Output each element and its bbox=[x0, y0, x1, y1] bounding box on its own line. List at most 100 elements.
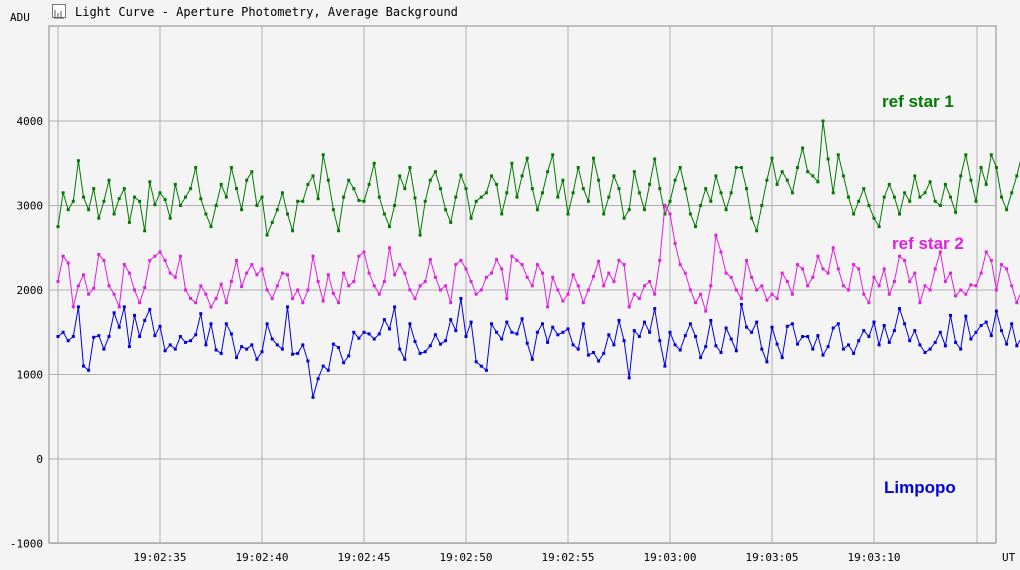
series-point-1 bbox=[765, 298, 769, 302]
series-point-1 bbox=[928, 288, 932, 292]
series-point-0 bbox=[66, 208, 70, 212]
series-point-1 bbox=[790, 292, 794, 296]
series-point-1 bbox=[479, 288, 483, 292]
series-point-2 bbox=[551, 325, 555, 329]
series-point-1 bbox=[428, 258, 432, 262]
series-point-1 bbox=[592, 275, 595, 278]
series-point-2 bbox=[117, 325, 121, 329]
series-point-0 bbox=[153, 203, 157, 207]
series-point-0 bbox=[255, 204, 259, 207]
series-point-2 bbox=[796, 342, 799, 346]
series-point-2 bbox=[428, 344, 432, 348]
series-point-0 bbox=[199, 197, 203, 201]
chart-title: Light Curve - Aperture Photometry, Avera… bbox=[75, 5, 458, 19]
series-point-1 bbox=[586, 288, 590, 292]
series-point-2 bbox=[520, 317, 524, 321]
series-point-0 bbox=[755, 229, 759, 233]
series-point-0 bbox=[551, 153, 555, 157]
series-point-2 bbox=[291, 352, 295, 356]
series-point-1 bbox=[382, 280, 386, 283]
series-point-2 bbox=[500, 337, 504, 341]
series-point-1 bbox=[938, 250, 942, 254]
series-point-1 bbox=[785, 280, 789, 283]
series-point-2 bbox=[688, 322, 692, 326]
series-point-1 bbox=[816, 254, 820, 258]
series-point-2 bbox=[806, 335, 810, 338]
series-point-1 bbox=[168, 271, 172, 275]
y-tick-label: 0 bbox=[36, 453, 43, 466]
series-point-1 bbox=[969, 283, 973, 287]
series-point-2 bbox=[326, 368, 330, 372]
series-point-1 bbox=[433, 275, 437, 279]
chart-icon[interactable] bbox=[52, 4, 66, 19]
series-point-1 bbox=[857, 267, 861, 271]
series-point-2 bbox=[250, 343, 254, 347]
series-point-2 bbox=[704, 345, 708, 349]
series-point-2 bbox=[464, 335, 468, 338]
series-point-0 bbox=[189, 187, 193, 191]
series-point-2 bbox=[490, 322, 493, 326]
series-point-0 bbox=[678, 166, 682, 169]
series-point-0 bbox=[484, 191, 488, 195]
series-point-0 bbox=[714, 174, 718, 178]
series-point-2 bbox=[168, 343, 172, 347]
series-point-2 bbox=[678, 348, 682, 352]
series-point-0 bbox=[275, 208, 279, 212]
series-point-2 bbox=[913, 329, 917, 333]
series-point-2 bbox=[342, 361, 346, 365]
series-point-0 bbox=[148, 180, 152, 184]
series-point-0 bbox=[372, 161, 376, 165]
series-point-0 bbox=[515, 195, 519, 199]
series-point-2 bbox=[153, 334, 157, 338]
series-point-1 bbox=[413, 297, 417, 300]
series-point-1 bbox=[678, 263, 682, 267]
series-point-1 bbox=[729, 275, 733, 279]
series-point-2 bbox=[714, 344, 718, 348]
series-point-1 bbox=[750, 275, 754, 279]
series-point-0 bbox=[102, 199, 106, 203]
series-point-1 bbox=[500, 267, 504, 271]
series-point-0 bbox=[709, 199, 713, 203]
y-axis-label: ADU bbox=[10, 11, 30, 24]
series-point-0 bbox=[337, 229, 340, 233]
series-point-0 bbox=[367, 182, 371, 186]
series-point-0 bbox=[821, 119, 825, 123]
series-point-2 bbox=[694, 335, 697, 338]
series-point-1 bbox=[76, 284, 80, 288]
series-point-0 bbox=[357, 198, 361, 202]
series-point-1 bbox=[806, 284, 810, 288]
series-point-0 bbox=[444, 208, 448, 212]
x-tick-label: 19:02:45 bbox=[338, 551, 391, 564]
series-point-1 bbox=[908, 280, 912, 283]
series-point-1 bbox=[979, 271, 983, 275]
series-point-0 bbox=[658, 187, 662, 191]
series-point-1 bbox=[403, 271, 407, 275]
series-point-2 bbox=[229, 332, 233, 336]
series-point-0 bbox=[938, 204, 942, 207]
series-point-0 bbox=[933, 199, 937, 203]
series-point-1 bbox=[775, 297, 779, 300]
series-point-2 bbox=[403, 357, 407, 361]
series-point-0 bbox=[224, 195, 228, 199]
series-point-1 bbox=[82, 273, 85, 277]
series-point-1 bbox=[566, 292, 570, 296]
series-point-0 bbox=[770, 156, 774, 160]
series-point-2 bbox=[66, 339, 70, 343]
series-point-2 bbox=[566, 327, 570, 331]
series-point-0 bbox=[653, 157, 657, 161]
series-point-1 bbox=[699, 292, 703, 296]
series-point-0 bbox=[566, 212, 570, 216]
series-point-0 bbox=[576, 166, 580, 169]
series-point-1 bbox=[739, 297, 743, 300]
series-point-2 bbox=[102, 347, 106, 351]
series-point-1 bbox=[632, 292, 636, 296]
series-point-1 bbox=[270, 297, 274, 300]
series-point-2 bbox=[898, 307, 901, 311]
series-point-1 bbox=[97, 253, 101, 256]
series-point-1 bbox=[892, 280, 896, 283]
series-point-1 bbox=[862, 292, 866, 296]
series-point-0 bbox=[209, 225, 213, 229]
series-point-1 bbox=[821, 267, 825, 271]
series-point-1 bbox=[372, 284, 376, 288]
